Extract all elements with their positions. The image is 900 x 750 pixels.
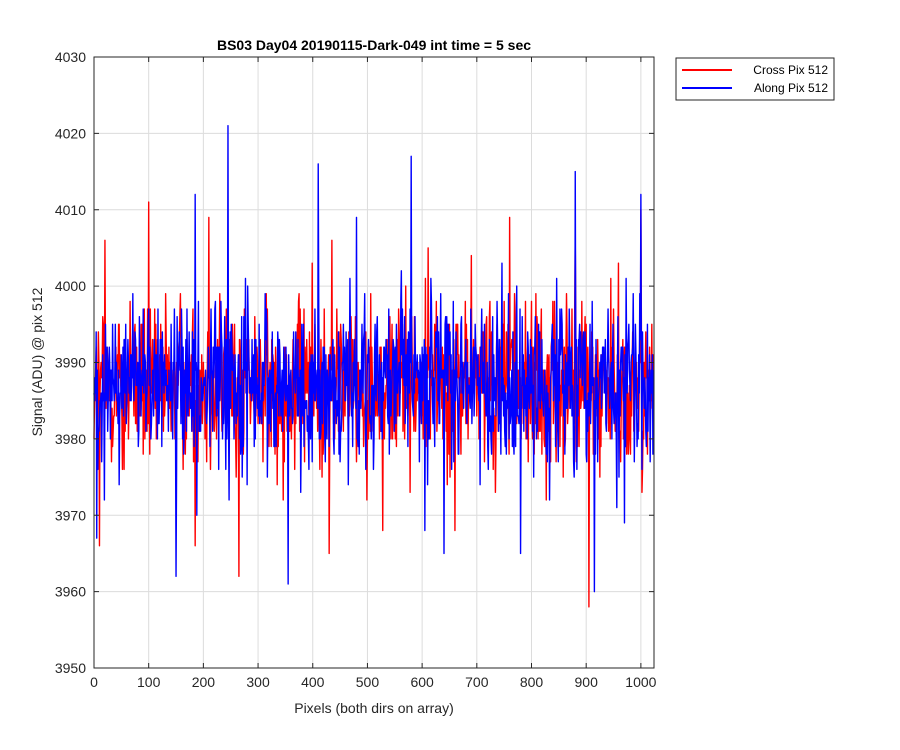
legend-entry: Cross Pix 512	[753, 63, 828, 77]
x-tick-label: 500	[356, 674, 380, 690]
x-tick-label: 800	[520, 674, 544, 690]
chart-title: BS03 Day04 20190115-Dark-049 int time = …	[217, 37, 531, 53]
x-tick-label: 1000	[625, 674, 656, 690]
x-tick-label: 700	[465, 674, 489, 690]
x-tick-label: 200	[192, 674, 216, 690]
series-line-2	[93, 125, 655, 593]
y-tick-label: 3990	[55, 355, 86, 371]
y-tick-label: 4030	[55, 49, 86, 65]
y-tick-label: 3980	[55, 431, 86, 447]
y-tick-label: 3960	[55, 584, 86, 600]
legend-entry: Along Pix 512	[754, 81, 828, 95]
y-tick-label: 4010	[55, 202, 86, 218]
series-layer	[93, 125, 655, 608]
x-tick-label: 100	[137, 674, 161, 690]
x-tick-label: 300	[246, 674, 270, 690]
y-tick-label: 4000	[55, 278, 86, 294]
y-axis-label: Signal (ADU) @ pix 512	[29, 287, 45, 436]
x-tick-label: 0	[90, 674, 98, 690]
y-tick-label: 3950	[55, 660, 86, 676]
x-tick-label: 400	[301, 674, 325, 690]
x-tick-label: 900	[575, 674, 599, 690]
legend: Cross Pix 512 Along Pix 512	[675, 57, 835, 101]
x-tick-label: 600	[410, 674, 434, 690]
y-tick-label: 4020	[55, 125, 86, 141]
y-tick-label: 3970	[55, 507, 86, 523]
axis-ticks: 0 100 200 300 400 500 600 700 800 900 1000 3950 3960…	[55, 49, 657, 690]
legend-box	[675, 57, 835, 101]
x-axis-label: Pixels (both dirs on array)	[294, 700, 454, 716]
